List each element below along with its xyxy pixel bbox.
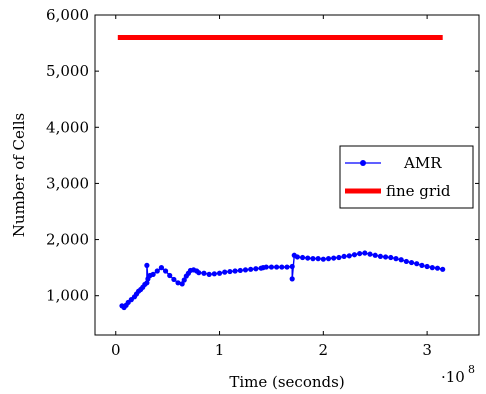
series-amr-point xyxy=(341,253,347,260)
series-amr-point xyxy=(299,254,306,261)
series-amr-point xyxy=(167,272,173,279)
series-layer xyxy=(117,35,446,311)
series-amr-point xyxy=(242,267,249,273)
axis-ticks: 0 1 2 3 1,000 2,000 3,000 4,000 5,000 6,000 xyxy=(46,6,479,359)
series-amr-point xyxy=(179,281,185,287)
series-amr-point xyxy=(289,276,295,282)
series-amr-point xyxy=(305,255,311,261)
series-amr-point xyxy=(331,255,337,261)
series-amr-point xyxy=(162,268,169,274)
series-amr-point xyxy=(289,263,295,270)
series-amr-point xyxy=(429,265,435,271)
series-amr-point xyxy=(232,268,238,274)
series-amr-point xyxy=(434,265,441,271)
series-amr-point xyxy=(408,259,415,266)
series-amr-point xyxy=(382,254,389,260)
series-amr-point xyxy=(403,258,409,265)
plot-area xyxy=(94,14,480,336)
x-multiplier-base: ·10 xyxy=(441,368,465,386)
y-tick-label: 2,000 xyxy=(46,231,89,249)
series-amr-point xyxy=(206,271,212,277)
legend: AMR fine grid xyxy=(339,145,474,209)
series-amr-point xyxy=(201,270,207,276)
y-tick-label: 3,000 xyxy=(46,174,89,192)
series-amr-point xyxy=(377,253,384,260)
series-amr-point xyxy=(216,270,223,276)
series-amr-point xyxy=(357,250,363,257)
series-amr-point xyxy=(279,264,285,270)
series-amr-point xyxy=(310,256,316,262)
series-amr-point xyxy=(284,264,290,270)
series-amr-point xyxy=(171,276,177,283)
x-tick-label: 2 xyxy=(319,341,329,359)
x-axis-multiplier: ·10 8 xyxy=(441,363,475,386)
legend-amr-label: AMR xyxy=(403,154,442,172)
series-amr-point xyxy=(346,253,352,259)
y-tick-label: 4,000 xyxy=(46,118,89,136)
series-amr-point xyxy=(362,250,368,256)
series-amr-point xyxy=(419,262,425,268)
series-amr-point xyxy=(325,256,332,262)
legend-amr-swatch-marker xyxy=(360,160,366,166)
series-amr-point xyxy=(211,271,217,277)
y-tick-label: 5,000 xyxy=(46,62,89,80)
series-amr-point xyxy=(320,256,326,262)
x-tick-label: 1 xyxy=(215,341,225,359)
series-amr-point xyxy=(315,256,321,262)
series-amr-point xyxy=(336,254,342,261)
series-amr-point xyxy=(372,252,378,258)
series-amr-point xyxy=(196,270,202,276)
series-amr-point xyxy=(367,251,373,257)
x-multiplier-exponent: 8 xyxy=(468,363,475,376)
plot-frame xyxy=(94,14,480,336)
series-amr-point xyxy=(388,254,394,261)
series-amr-point xyxy=(175,280,181,286)
legend-box xyxy=(339,145,474,209)
series-amr-point xyxy=(263,264,269,270)
series-amr-point xyxy=(294,254,300,260)
series-amr-point xyxy=(144,280,150,286)
series-amr-point xyxy=(222,269,228,275)
series-amr-point xyxy=(424,263,430,270)
series-amr-point xyxy=(248,266,254,272)
series-amr-point xyxy=(440,266,446,272)
series-amr-point xyxy=(158,265,165,271)
x-axis-label: Time (seconds) xyxy=(229,373,344,391)
legend-fine-grid-label: fine grid xyxy=(386,182,451,200)
series-amr-point xyxy=(144,262,150,268)
series-amr-point xyxy=(274,264,280,270)
series-amr-line xyxy=(121,252,443,309)
series-amr-point xyxy=(351,252,358,258)
series-amr-point xyxy=(237,267,243,274)
series-amr-point xyxy=(154,268,160,274)
x-tick-label: 3 xyxy=(422,341,432,359)
series-amr-point xyxy=(398,257,404,263)
series-amr-point xyxy=(393,256,399,262)
y-tick-label: 1,000 xyxy=(46,287,89,305)
series-amr-point xyxy=(414,261,420,267)
y-tick-label: 6,000 xyxy=(46,6,89,24)
series-amr-point xyxy=(181,277,187,283)
y-axis-label: Number of Cells xyxy=(10,113,28,237)
x-tick-label: 0 xyxy=(111,341,121,359)
series-amr-point xyxy=(253,266,259,272)
series-amr-point xyxy=(150,271,156,277)
series-amr-point xyxy=(227,268,233,275)
series-amr-point xyxy=(268,264,275,270)
